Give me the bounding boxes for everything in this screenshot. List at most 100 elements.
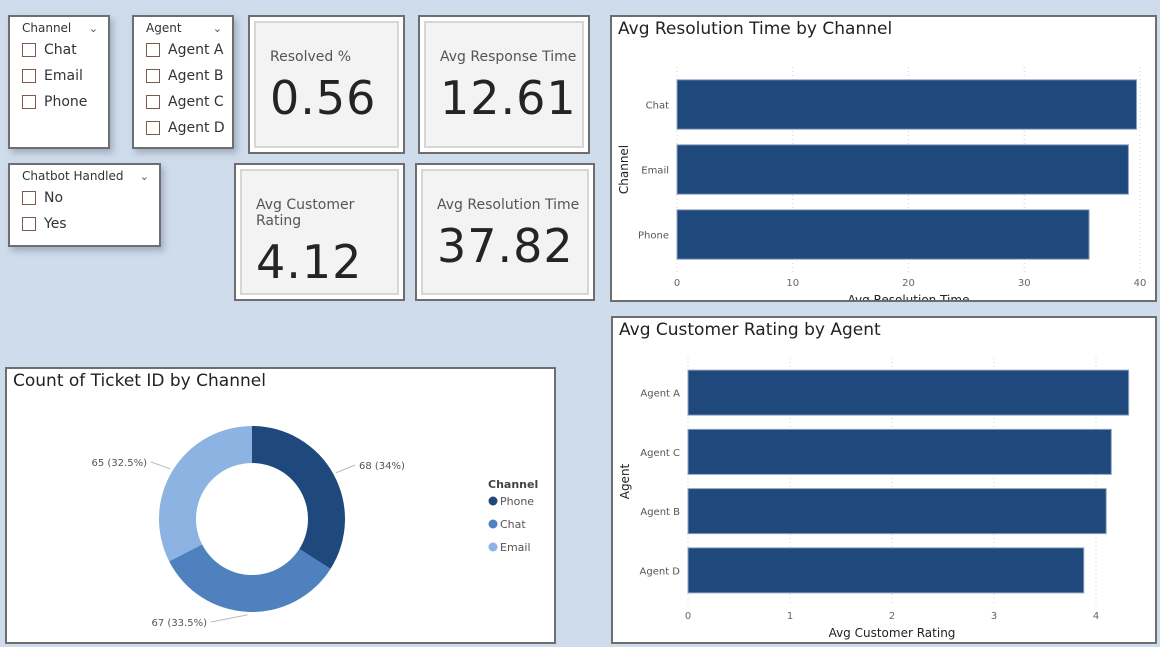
leader-line — [150, 461, 171, 470]
card-avg-response-time: Avg Response Time 12.61 — [418, 15, 590, 154]
legend-item: Email — [500, 541, 531, 554]
agent-slicer: Agent ⌄ Agent A Agent B Agent C Agent D — [132, 15, 234, 149]
slicer-item-label: Agent A — [168, 42, 224, 58]
legend-item: Phone — [500, 495, 534, 508]
y-category-label: Chat — [646, 101, 669, 112]
bar — [687, 428, 1112, 475]
bar-chart: 0 1 2 3 4 Agent A Agent C Agent B Agent D Avg Cus… — [618, 358, 1130, 640]
slicer-item-label: Phone — [44, 94, 88, 110]
slicer-item-agent-d[interactable]: Agent D — [134, 115, 232, 141]
chatbot-slicer-title: Chatbot Handled — [22, 169, 124, 183]
y-axis-title: Agent — [618, 463, 632, 499]
x-axis-title: Avg Resolution Time — [848, 293, 970, 300]
chart-rating-by-agent: Avg Customer Rating by Agent 0 1 2 3 4 Agent … — [611, 316, 1157, 644]
bar — [676, 79, 1138, 130]
donut-slice — [169, 544, 331, 612]
x-tick-label: 3 — [991, 611, 997, 622]
slicer-item-label: Agent C — [168, 94, 224, 110]
y-category-label: Email — [641, 166, 669, 177]
card-resolved-percent: Resolved % 0.56 — [248, 15, 405, 154]
card-value: 37.82 — [437, 219, 574, 273]
card-label: Avg Customer Rating — [256, 197, 355, 229]
x-tick-label: 20 — [902, 278, 915, 289]
bar-chart: 0 10 20 30 40 Chat Email Phone Avg Resolution Ti… — [617, 67, 1147, 300]
x-tick-label: 4 — [1093, 611, 1099, 622]
slicer-item-label: Chat — [44, 42, 77, 58]
agent-slicer-title: Agent — [146, 21, 182, 35]
x-tick-label: 40 — [1134, 278, 1147, 289]
y-category-label: Agent D — [640, 566, 681, 577]
data-label: 68 (34%) — [359, 461, 405, 472]
checkbox[interactable] — [22, 43, 36, 57]
card-label: Avg Resolution Time — [437, 197, 580, 213]
slicer-item-no[interactable]: No — [10, 185, 159, 211]
card-label: Avg Response Time — [440, 49, 577, 65]
card-value: 4.12 — [256, 235, 363, 289]
bar — [687, 547, 1085, 594]
channel-slicer: Channel ⌄ Chat Email Phone — [8, 15, 110, 149]
data-label: 67 (33.5%) — [152, 618, 208, 629]
y-category-label: Agent A — [640, 389, 680, 400]
chevron-down-icon[interactable]: ⌄ — [212, 21, 222, 35]
y-axis-title: Channel — [617, 145, 631, 194]
donut-slice — [159, 426, 252, 562]
legend-item: Chat — [500, 518, 526, 531]
chart-title: Avg Customer Rating by Agent — [619, 320, 881, 340]
slicer-item-label: No — [44, 190, 64, 206]
legend-marker — [488, 519, 498, 529]
slicer-item-label: Email — [44, 68, 83, 84]
bar — [676, 144, 1129, 195]
chart-tickets-by-channel: Count of Ticket ID by Channel 68 (34%) 67… — [5, 367, 556, 644]
channel-slicer-title: Channel — [22, 21, 72, 35]
checkbox[interactable] — [146, 121, 160, 135]
legend-marker — [488, 496, 498, 506]
checkbox[interactable] — [146, 69, 160, 83]
x-tick-label: 0 — [674, 278, 680, 289]
bar — [676, 209, 1090, 260]
slicer-item-agent-a[interactable]: Agent A — [134, 37, 232, 63]
x-tick-label: 0 — [685, 611, 691, 622]
card-value: 0.56 — [270, 71, 377, 125]
slicer-item-agent-b[interactable]: Agent B — [134, 63, 232, 89]
leader-line — [335, 464, 356, 474]
slicer-item-chat[interactable]: Chat — [10, 37, 108, 63]
slicer-item-label: Yes — [44, 216, 67, 232]
chevron-down-icon[interactable]: ⌄ — [88, 21, 98, 35]
donut-chart: 68 (34%) 67 (33.5%) 65 (32.5%) Channel Phone… — [92, 426, 538, 629]
checkbox[interactable] — [22, 69, 36, 83]
leader-line — [210, 614, 248, 623]
chatbot-slicer: Chatbot Handled ⌄ No Yes — [8, 163, 161, 247]
checkbox[interactable] — [22, 217, 36, 231]
checkbox[interactable] — [22, 191, 36, 205]
x-tick-label: 10 — [786, 278, 799, 289]
slicer-item-agent-c[interactable]: Agent C — [134, 89, 232, 115]
card-avg-customer-rating: Avg Customer Rating 4.12 — [234, 163, 405, 301]
x-tick-label: 30 — [1018, 278, 1031, 289]
slicer-item-label: Agent D — [168, 120, 225, 136]
slicer-item-yes[interactable]: Yes — [10, 211, 159, 237]
checkbox[interactable] — [146, 95, 160, 109]
slicer-item-phone[interactable]: Phone — [10, 89, 108, 115]
y-category-label: Agent B — [640, 507, 680, 518]
chart-title: Avg Resolution Time by Channel — [618, 19, 893, 39]
slicer-item-email[interactable]: Email — [10, 63, 108, 89]
card-value: 12.61 — [440, 71, 577, 125]
donut-slice — [252, 426, 345, 569]
data-label: 65 (32.5%) — [92, 458, 148, 469]
checkbox[interactable] — [146, 43, 160, 57]
legend-title: Channel — [488, 478, 538, 491]
chevron-down-icon[interactable]: ⌄ — [139, 169, 149, 183]
x-tick-label: 1 — [787, 611, 793, 622]
y-category-label: Phone — [638, 231, 669, 242]
card-avg-resolution-time: Avg Resolution Time 37.82 — [415, 163, 595, 301]
x-tick-label: 2 — [889, 611, 895, 622]
checkbox[interactable] — [22, 95, 36, 109]
card-label: Resolved % — [270, 49, 351, 65]
chart-title: Count of Ticket ID by Channel — [13, 371, 266, 391]
legend-marker — [488, 542, 498, 552]
bar — [687, 488, 1107, 535]
bar — [687, 369, 1130, 416]
slicer-item-label: Agent B — [168, 68, 224, 84]
x-axis-title: Avg Customer Rating — [829, 626, 956, 640]
y-category-label: Agent C — [640, 448, 680, 459]
